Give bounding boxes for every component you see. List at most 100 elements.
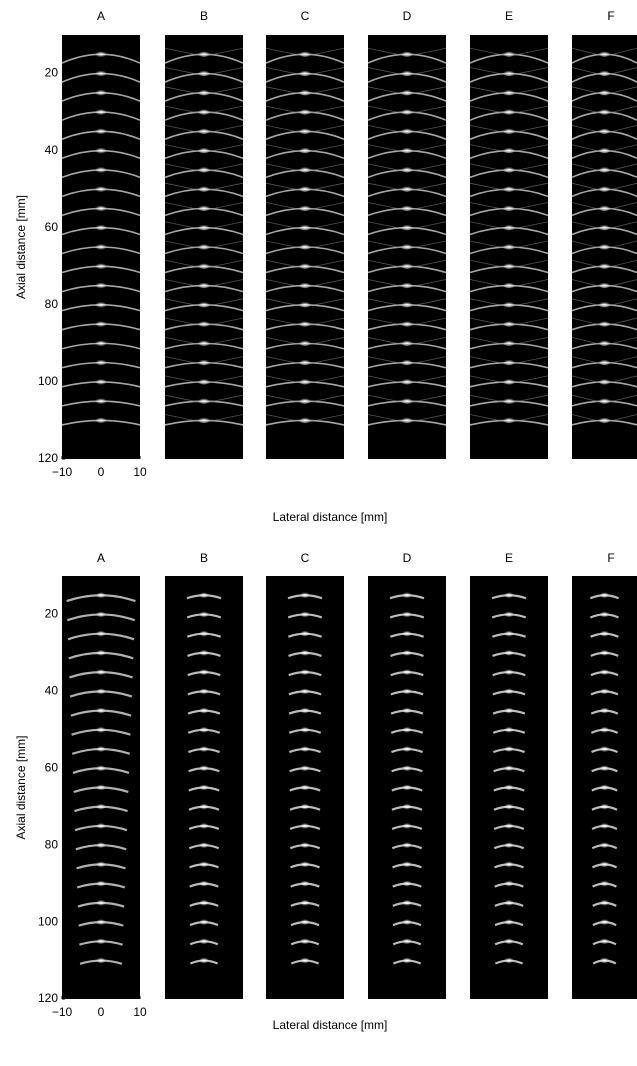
scatterer — [164, 259, 244, 274]
scatterer-spot — [504, 822, 514, 829]
scatterer — [288, 649, 322, 657]
scatterer-spot — [402, 649, 412, 656]
scatterer-spot — [300, 726, 310, 733]
scatterer — [571, 279, 637, 293]
scatterer — [186, 611, 222, 619]
scatterer-spot — [95, 282, 107, 289]
scatterer-spot — [299, 186, 311, 193]
scatterer — [571, 240, 637, 255]
scatterer-spot — [198, 417, 210, 424]
scatterer — [188, 765, 220, 773]
scatterer — [592, 938, 617, 946]
scatterer-spot — [503, 70, 515, 77]
scatterer — [571, 336, 637, 350]
scatterer-spot — [299, 205, 311, 212]
scatterer-spot — [199, 746, 209, 753]
scatterer-spot — [300, 707, 310, 714]
x-tick-label: 10 — [133, 1005, 147, 1019]
scatterer — [265, 124, 345, 140]
scatterer — [189, 938, 219, 946]
y-tick-label: 20 — [45, 66, 59, 80]
scatterer-spot — [598, 359, 611, 366]
scatterer — [391, 803, 423, 811]
scatterer-spot — [199, 842, 209, 849]
scatterer-spot — [599, 649, 610, 656]
scatterer-spot — [95, 205, 107, 212]
scatterer — [367, 317, 447, 331]
scatterer — [164, 375, 244, 388]
scatterer-spot — [503, 205, 515, 212]
scatterer — [367, 375, 447, 388]
scatterer — [590, 707, 619, 715]
scatterer-spot — [599, 880, 610, 887]
scatterer-spot — [599, 669, 610, 676]
scatterer — [390, 707, 424, 715]
scatterer-spot — [503, 51, 515, 58]
scatterer-spot — [299, 301, 311, 308]
scatterer — [265, 47, 345, 64]
scatterer — [591, 784, 618, 792]
scatterer-spot — [599, 957, 610, 964]
scatterer-spot — [96, 784, 106, 791]
scatterer-spot — [95, 340, 107, 347]
scatterer — [186, 592, 222, 600]
scatterer — [61, 378, 141, 388]
scatterer-spot — [300, 746, 310, 753]
scatterer — [287, 611, 323, 619]
scatterer-spot — [599, 861, 610, 868]
scatterer — [469, 298, 549, 312]
scatterer-spot — [198, 398, 210, 405]
scatterer — [494, 919, 524, 927]
scatterer-spot — [598, 147, 611, 154]
scatterer — [61, 301, 141, 312]
scatterer-spot — [95, 128, 107, 135]
scatterer — [494, 861, 524, 869]
scatterer-spot — [95, 417, 107, 424]
scatterer-spot — [198, 224, 210, 231]
scatterer — [68, 649, 134, 660]
scatterer-spot — [300, 842, 310, 849]
scatterer — [492, 726, 526, 734]
scatterer — [288, 669, 322, 677]
scatterer — [78, 919, 124, 927]
scatterer — [367, 86, 447, 102]
scatterer-spot — [96, 765, 106, 772]
scatterer-spot — [599, 592, 610, 599]
scatterer-spot — [299, 109, 311, 116]
scatterer — [469, 124, 549, 140]
x-tick-label: 10 — [133, 465, 147, 479]
scatterer-spot — [599, 803, 610, 810]
scatterer-spot — [503, 244, 515, 250]
scatterer-spot — [402, 765, 412, 772]
scatterer — [469, 86, 549, 102]
scatterer-spot — [503, 89, 515, 96]
scatterer — [390, 649, 424, 657]
scatterer-spot — [96, 880, 106, 887]
scatterer-spot — [504, 919, 514, 926]
scatterer-spot — [599, 938, 610, 945]
scatterer-spot — [598, 109, 611, 116]
scatterer-spot — [198, 301, 210, 308]
scatterer — [164, 240, 244, 255]
scatterer — [69, 669, 133, 679]
scatterer — [290, 880, 320, 888]
scatterer — [61, 147, 141, 160]
scatterer — [265, 375, 345, 388]
scatterer — [61, 109, 141, 121]
scatterer — [265, 202, 345, 217]
scatterer — [61, 128, 141, 140]
scatterer-spot — [96, 726, 106, 733]
scatterer — [391, 784, 423, 792]
scatterer-spot — [599, 842, 610, 849]
scatterer-spot — [401, 263, 413, 270]
scatterer-spot — [96, 707, 106, 714]
scatterer — [187, 669, 221, 677]
scatterer — [493, 803, 525, 811]
scatterer — [492, 669, 526, 677]
scatterer-spot — [299, 359, 311, 366]
scatterer — [391, 822, 423, 830]
scatterer-spot — [299, 321, 311, 328]
y-tick-label: 80 — [45, 297, 59, 311]
scatterer-spot — [599, 611, 610, 618]
scatterer — [164, 279, 244, 293]
